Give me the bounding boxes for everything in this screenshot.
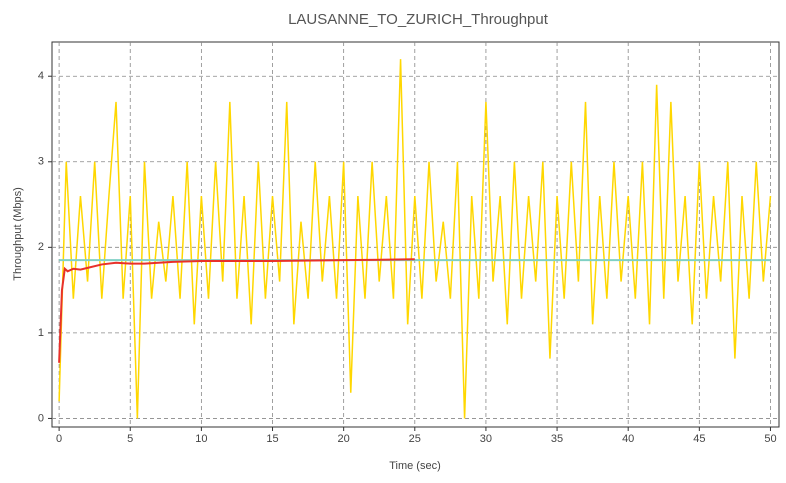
y-tick-label: 4 <box>38 70 44 82</box>
y-tick-label: 3 <box>38 156 44 168</box>
y-axis-label: Throughput (Mbps) <box>12 187 24 281</box>
x-tick-label: 45 <box>693 433 705 445</box>
series-line <box>58 59 772 419</box>
x-tick-label: 10 <box>195 433 207 445</box>
x-tick-label: 5 <box>127 433 133 445</box>
x-tick-label: 0 <box>56 433 62 445</box>
x-tick-label: 35 <box>551 433 563 445</box>
x-tick-label: 30 <box>480 433 492 445</box>
plot-area <box>51 41 780 428</box>
y-tick-label: 2 <box>38 241 44 253</box>
x-tick-label: 50 <box>764 433 776 445</box>
y-tick-label: 1 <box>38 327 44 339</box>
y-tick-label: 0 <box>38 412 44 424</box>
x-tick-label: 25 <box>409 433 421 445</box>
chart-title: LAUSANNE_TO_ZURICH_Throughput <box>288 11 549 28</box>
series-line <box>58 258 415 363</box>
x-tick-label: 15 <box>266 433 278 445</box>
x-axis-label: Time (sec) <box>389 460 441 472</box>
x-tick-label: 20 <box>338 433 350 445</box>
x-tick-label: 40 <box>622 433 634 445</box>
